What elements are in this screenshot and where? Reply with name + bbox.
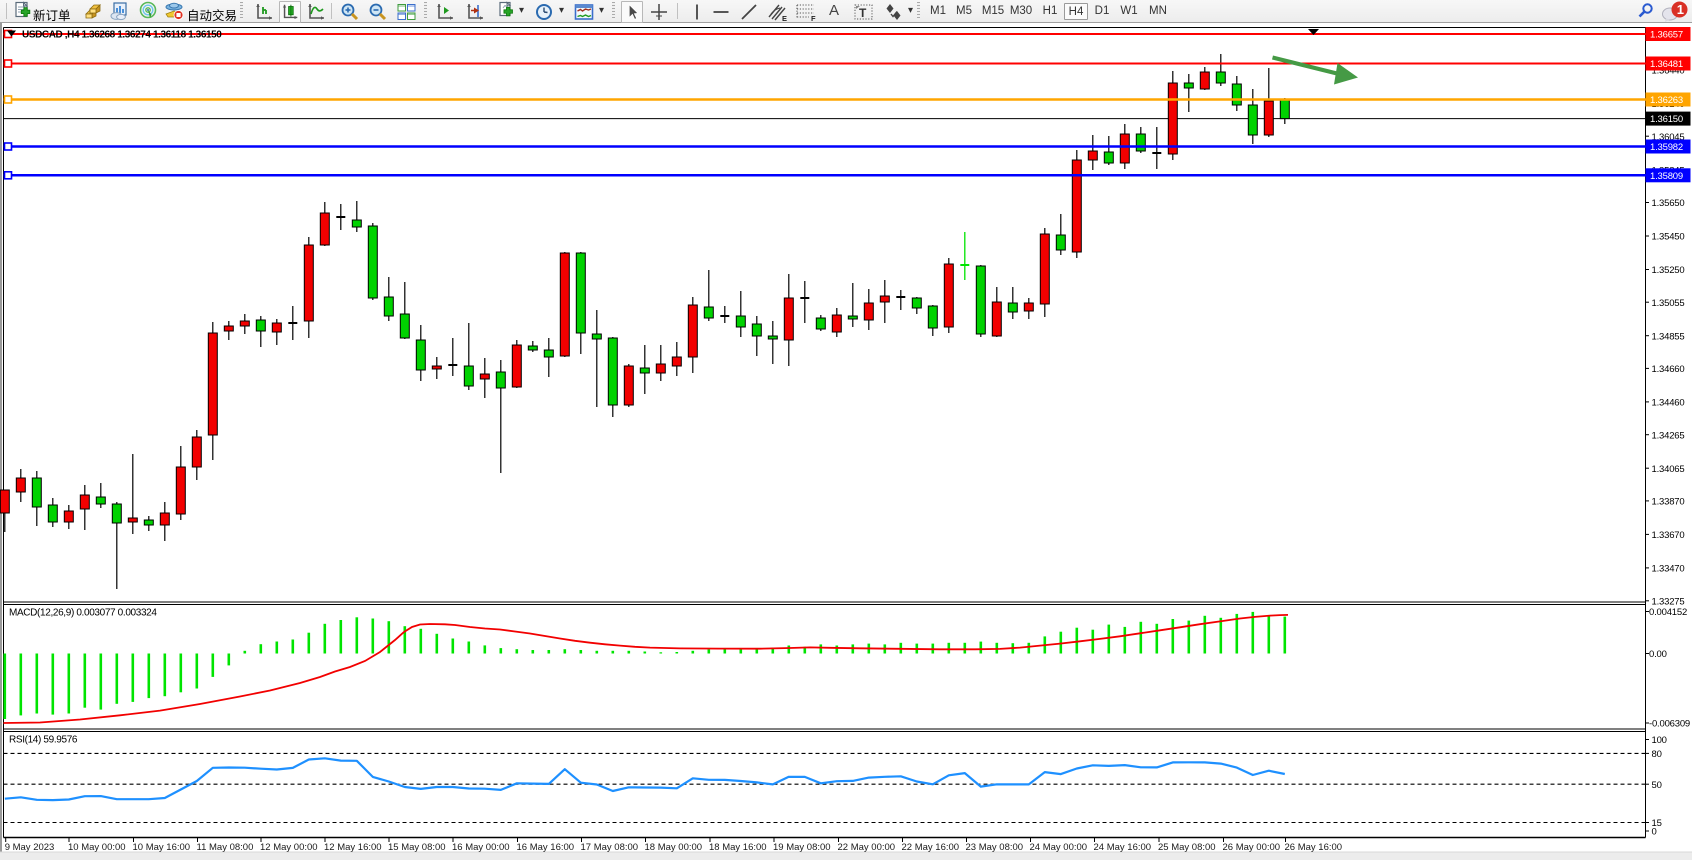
svg-text:24 May 16:00: 24 May 16:00 [1094, 842, 1152, 853]
svg-text:80: 80 [1652, 749, 1662, 760]
svg-text:1.36440: 1.36440 [1652, 66, 1685, 77]
svg-text:18 May 00:00: 18 May 00:00 [645, 842, 703, 853]
svg-text:0.004152: 0.004152 [1649, 607, 1687, 618]
svg-text:F: F [811, 14, 816, 23]
svg-text:T: T [859, 6, 867, 20]
svg-text:1.34660: 1.34660 [1652, 364, 1685, 375]
svg-text:1.34265: 1.34265 [1652, 430, 1685, 441]
svg-text:1.33670: 1.33670 [1652, 530, 1685, 541]
svg-text:1.34855: 1.34855 [1652, 331, 1685, 342]
svg-text:25 May 08:00: 25 May 08:00 [1158, 842, 1216, 853]
svg-text:26 May 16:00: 26 May 16:00 [1285, 842, 1343, 853]
svg-text:18 May 16:00: 18 May 16:00 [709, 842, 767, 853]
svg-text:10 May 16:00: 10 May 16:00 [133, 842, 191, 853]
svg-text:1.35982: 1.35982 [1650, 142, 1683, 153]
svg-text:1.34065: 1.34065 [1652, 464, 1685, 475]
svg-text:24 May 00:00: 24 May 00:00 [1030, 842, 1088, 853]
svg-text:1.36263: 1.36263 [1650, 95, 1683, 106]
svg-text:MACD(12,26,9) 0.003077 0.00332: MACD(12,26,9) 0.003077 0.003324 [9, 608, 157, 619]
svg-text:1.33470: 1.33470 [1652, 564, 1685, 575]
svg-text:11 May 08:00: 11 May 08:00 [197, 842, 254, 853]
svg-text:1.35809: 1.35809 [1650, 171, 1683, 182]
svg-text:1.33275: 1.33275 [1652, 596, 1685, 607]
svg-text:RSI(14) 59.9576: RSI(14) 59.9576 [9, 735, 78, 746]
svg-text:E: E [782, 14, 787, 23]
svg-text:22 May 16:00: 22 May 16:00 [902, 842, 960, 853]
svg-text:50: 50 [1652, 780, 1662, 791]
svg-text:1.35450: 1.35450 [1652, 232, 1685, 243]
svg-text:100: 100 [1652, 735, 1667, 746]
svg-text:22 May 00:00: 22 May 00:00 [838, 842, 896, 853]
svg-text:1.36657: 1.36657 [1650, 30, 1683, 41]
svg-text:15 May 08:00: 15 May 08:00 [388, 842, 446, 853]
svg-text:0: 0 [1652, 827, 1657, 838]
svg-text:1.36045: 1.36045 [1652, 132, 1685, 143]
svg-text:1.33870: 1.33870 [1652, 497, 1685, 508]
svg-text:19 May 08:00: 19 May 08:00 [773, 842, 831, 853]
svg-text:1.35055: 1.35055 [1652, 298, 1685, 309]
svg-text:26 May 00:00: 26 May 00:00 [1223, 842, 1281, 853]
svg-text:10 May 00:00: 10 May 00:00 [68, 842, 126, 853]
svg-text:1.35250: 1.35250 [1652, 265, 1685, 276]
svg-text:17 May 08:00: 17 May 08:00 [581, 842, 639, 853]
svg-text:1.35650: 1.35650 [1652, 198, 1685, 209]
svg-text:15: 15 [1652, 818, 1662, 829]
svg-text:1: 1 [1677, 2, 1684, 17]
svg-text:23 May 08:00: 23 May 08:00 [966, 842, 1024, 853]
svg-text:16 May 00:00: 16 May 00:00 [452, 842, 510, 853]
svg-text:1.36481: 1.36481 [1650, 59, 1683, 70]
svg-text:USDCAD ,H4 1.36268 1.36274 1.: USDCAD ,H4 1.36268 1.36274 1.36118 1.361… [22, 30, 222, 41]
svg-text:1.34460: 1.34460 [1652, 398, 1685, 409]
svg-text:12 May 16:00: 12 May 16:00 [324, 842, 382, 853]
svg-text:16 May 16:00: 16 May 16:00 [517, 842, 575, 853]
svg-text:0.00: 0.00 [1649, 649, 1667, 660]
svg-text:12 May 00:00: 12 May 00:00 [260, 842, 318, 853]
svg-text:-0.006309: -0.006309 [1649, 719, 1690, 730]
svg-text:1.36150: 1.36150 [1650, 114, 1683, 125]
svg-text:9 May 2023: 9 May 2023 [5, 842, 55, 853]
